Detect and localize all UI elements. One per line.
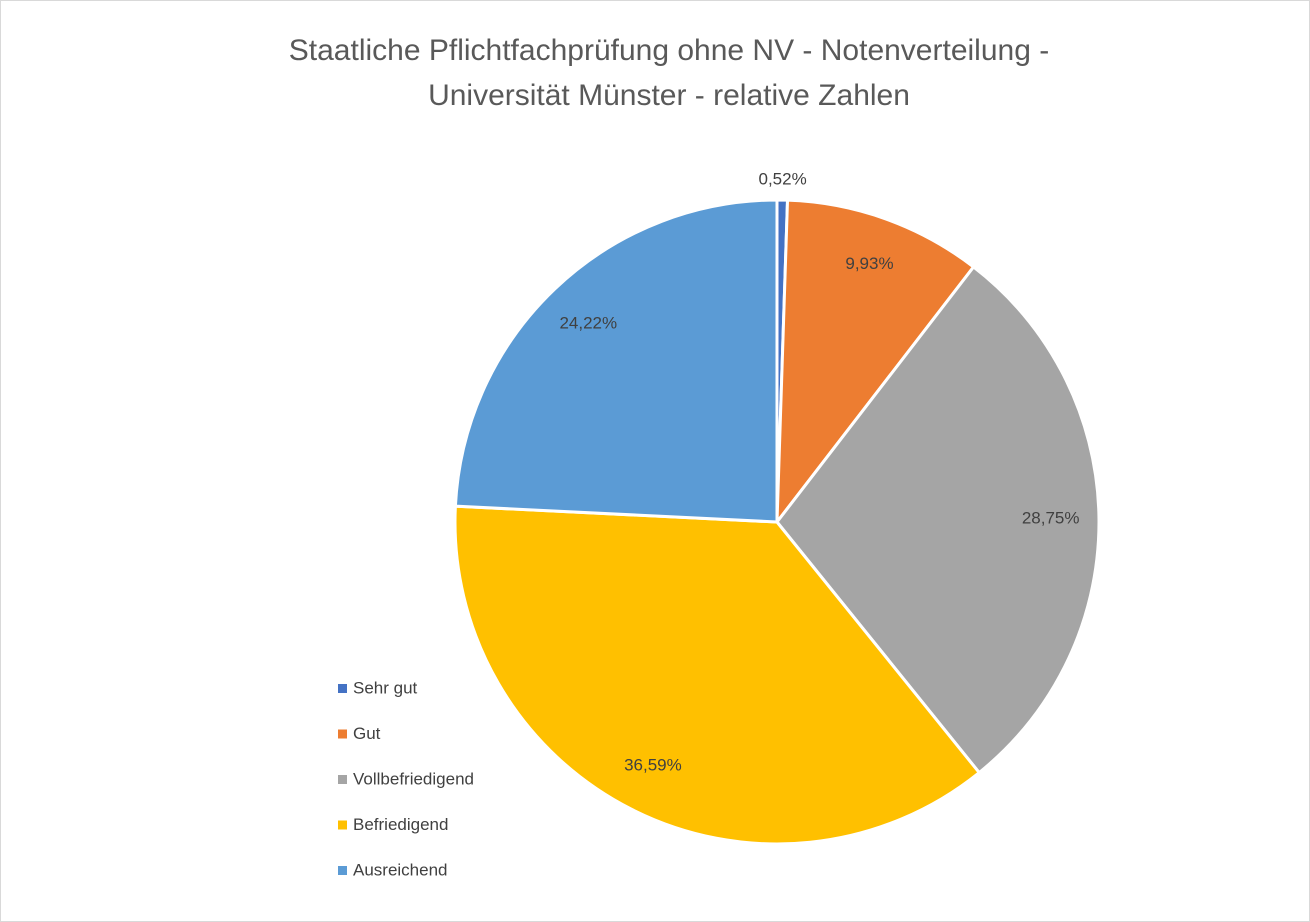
legend-label: Gut — [353, 724, 381, 743]
legend-swatch — [338, 729, 347, 739]
legend-swatch — [338, 684, 347, 693]
legend-label: Ausreichend — [353, 860, 448, 879]
legend-swatch — [338, 775, 347, 784]
data-label: 28,75% — [1022, 508, 1080, 527]
data-label: 24,22% — [559, 313, 617, 332]
pie-slice — [453, 504, 982, 846]
legend-swatch — [338, 820, 347, 830]
pie-slice — [775, 198, 976, 527]
chart-title: Staatliche Pflichtfachprüfung ohne NV - … — [289, 34, 1049, 67]
data-label: 36,59% — [624, 755, 682, 774]
legend-swatch — [338, 866, 347, 875]
chart-title: Universität Münster - relative Zahlen — [428, 79, 910, 112]
legend-label: Befriedigend — [353, 815, 448, 834]
data-label: 9,93% — [845, 254, 893, 273]
legend-label: Sehr gut — [353, 678, 418, 697]
data-label: 0,52% — [758, 170, 806, 189]
pie-slice — [775, 264, 1101, 775]
pie-slice — [453, 198, 779, 524]
legend-label: Vollbefriedigend — [353, 769, 474, 788]
